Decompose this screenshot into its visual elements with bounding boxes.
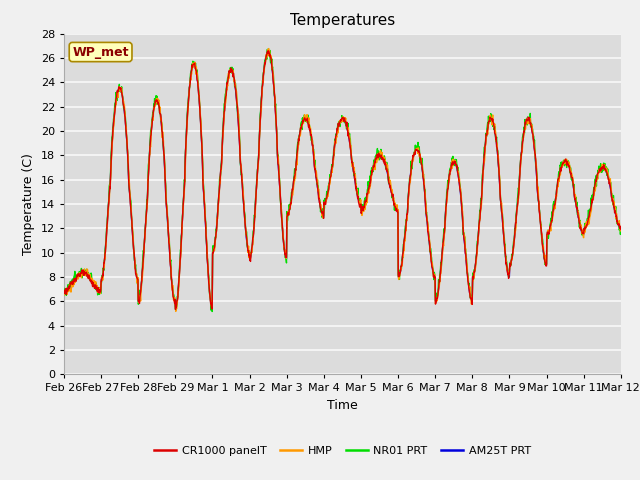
Y-axis label: Temperature (C): Temperature (C) <box>22 153 35 255</box>
Text: WP_met: WP_met <box>72 46 129 59</box>
X-axis label: Time: Time <box>327 399 358 412</box>
Legend: CR1000 panelT, HMP, NR01 PRT, AM25T PRT: CR1000 panelT, HMP, NR01 PRT, AM25T PRT <box>150 441 535 460</box>
Title: Temperatures: Temperatures <box>290 13 395 28</box>
